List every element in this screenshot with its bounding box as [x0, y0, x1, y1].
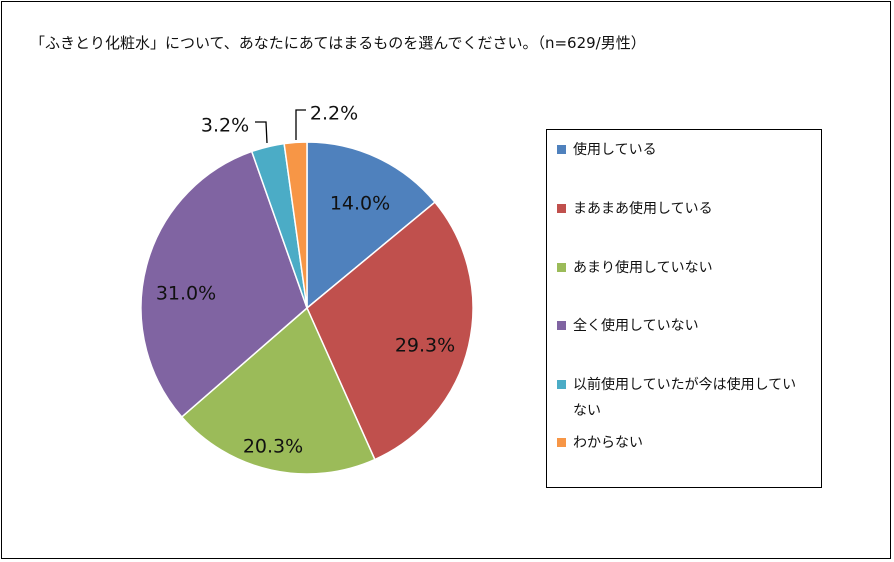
legend-label-6: わからない	[573, 435, 643, 451]
legend-label-2: まあまあ使用している	[573, 201, 713, 217]
legend: 使用しているまあまあ使用している あまり使用していない 全く使用していない以前使用し…	[546, 129, 822, 488]
slice-label-4: 31.0%	[156, 283, 216, 305]
chart-title: 「ふきとり化粧水」について、あなたにあてはまるものを選んでください。（n=629…	[30, 34, 646, 52]
slice-label-5: 3.2%	[201, 115, 249, 137]
legend-swatch-4	[557, 321, 566, 330]
legend-swatch-6	[557, 438, 566, 447]
pie-slice-3	[180, 306, 376, 475]
leader-line-5	[255, 121, 268, 144]
slice-label-1: 14.0%	[330, 193, 390, 215]
legend-item-1: 使用している	[557, 137, 807, 163]
legend-item-2: まあまあ使用している	[557, 196, 807, 222]
legend-item-6: わからない	[557, 430, 807, 456]
legend-item-4: 全く使用していない	[557, 313, 807, 339]
slice-label-2: 29.3%	[395, 335, 455, 357]
pie-slice-2	[306, 201, 474, 461]
legend-swatch-2	[557, 204, 566, 213]
legend-item-5: 以前使用していたが今は使用していない	[557, 372, 807, 424]
leader-line-6	[295, 109, 306, 140]
legend-label-3: あまり使用していない	[573, 260, 713, 276]
legend-label-4: 全く使用していない	[573, 318, 699, 334]
legend-swatch-5	[557, 380, 566, 389]
legend-label-5: 以前使用していたが今は使用していない	[573, 377, 797, 419]
pie-slice-1	[306, 141, 436, 310]
legend-item-3: あまり使用していない	[557, 255, 807, 281]
slice-label-3: 20.3%	[243, 436, 303, 458]
pie-slice-4	[140, 150, 308, 419]
slice-label-6: 2.2%	[310, 103, 358, 125]
legend-swatch-1	[557, 145, 566, 154]
legend-label-1: 使用している	[573, 142, 657, 158]
pie-slice-6	[283, 141, 308, 309]
legend-swatch-3	[557, 263, 566, 272]
